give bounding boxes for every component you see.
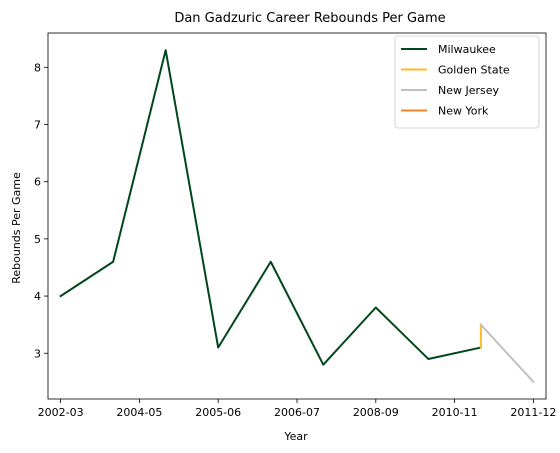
y-tick-label: 5 [34,233,41,246]
legend: Milwaukee Golden State New Jersey New York [394,35,540,129]
x-tick-label: 2006-07 [274,406,320,419]
x-axis-label: Year [283,430,308,443]
x-tick-label: 2002-03 [38,406,84,419]
series-line-milwaukee [59,49,483,366]
legend-box [394,35,540,129]
y-axis-label: Rebounds Per Game [10,172,23,284]
x-tick-label: 2011-12 [510,406,556,419]
legend-label: Golden State [438,64,510,77]
y-tick-label: 4 [34,290,41,303]
y-tick-label: 6 [34,176,41,189]
y-tick-label: 8 [34,61,41,74]
x-tick-label: 2010-11 [432,406,478,419]
y-tick-label: 3 [34,347,41,360]
x-tick-label: 2005-06 [195,406,241,419]
x-tick-label: 2004-05 [116,406,162,419]
legend-label: Milwaukee [438,43,496,56]
legend-label: New York [438,105,489,118]
legend-label: New Jersey [438,84,500,97]
chart-title: Dan Gadzuric Career Rebounds Per Game [174,11,445,26]
x-tick-label: 2008-09 [353,406,399,419]
y-tick-label: 7 [34,119,41,132]
series-line-new-jersey [479,323,535,384]
